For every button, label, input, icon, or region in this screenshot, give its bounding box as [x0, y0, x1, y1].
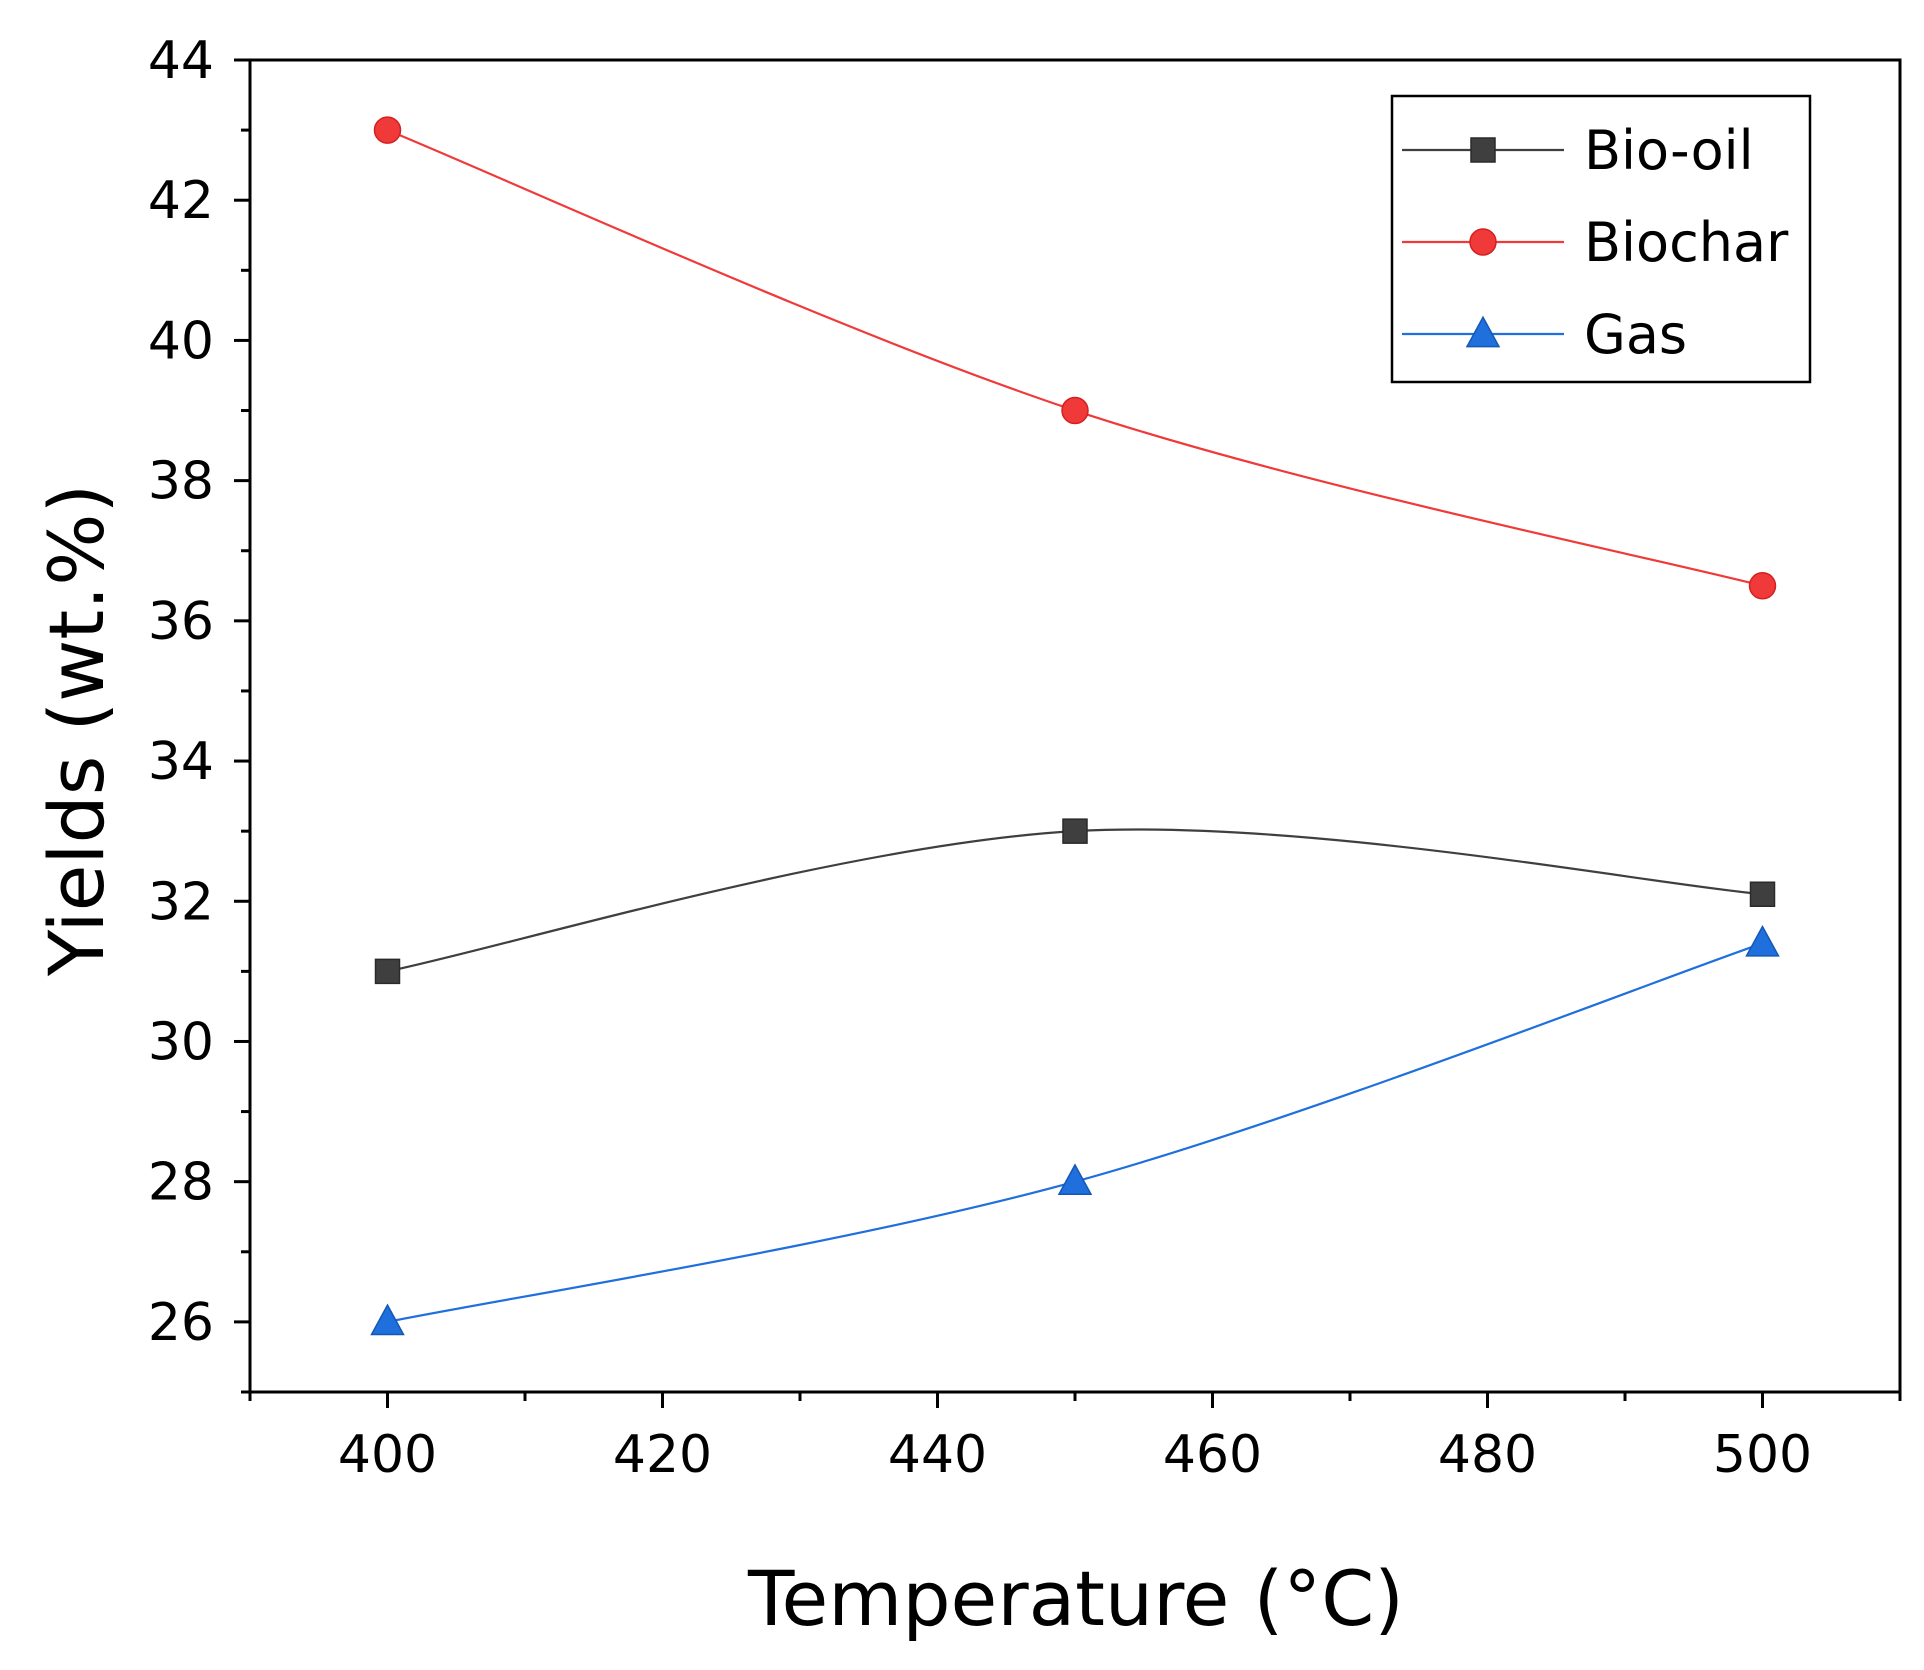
y-tick-label: 34 — [148, 732, 214, 792]
bio-oil-data-point — [1749, 881, 1776, 908]
biochar-data-point — [373, 116, 402, 144]
axes-layer: 400 420 440 460 480 500 26 28 30 32 34 36 38 40 42 44 — [148, 31, 1902, 1485]
legend-label-bio-oil: Bio-oil — [1584, 119, 1754, 182]
gas-data-point — [1057, 1163, 1093, 1196]
legend-marker-biochar — [1469, 228, 1497, 256]
gas-data-point — [1745, 924, 1780, 957]
x-tick-label: 500 — [1713, 1425, 1812, 1485]
y-tick-label: 36 — [148, 592, 214, 652]
y-tick-label: 28 — [148, 1153, 214, 1213]
biochar-data-point — [1748, 572, 1777, 600]
x-tick-label: 420 — [613, 1425, 712, 1485]
bio-oil-data-point — [374, 958, 401, 985]
y-tick-label: 42 — [148, 171, 214, 231]
y-tick-label: 38 — [148, 452, 214, 512]
biochar-data-point — [1061, 396, 1089, 425]
legend-layer: Bio-oil Biochar Gas — [1390, 94, 1812, 384]
x-tick-label: 460 — [1163, 1425, 1262, 1485]
y-tick-label: 44 — [148, 31, 214, 91]
y-axis-title: Yields (wt.%) — [32, 484, 121, 977]
legend-marker-bio-oil — [1470, 137, 1496, 163]
x-tick-label: 480 — [1438, 1425, 1537, 1485]
y-tick-label: 30 — [148, 1012, 214, 1072]
gas-series-line — [387, 942, 1763, 1323]
x-tick-label: 440 — [888, 1425, 987, 1485]
y-tick-label: 32 — [148, 872, 214, 932]
legend-label-gas: Gas — [1584, 303, 1687, 366]
legend-label-biochar: Biochar — [1584, 211, 1789, 274]
x-axis-title: Temperature (°C) — [747, 1554, 1404, 1643]
gas-data-point — [370, 1303, 405, 1336]
bio-oil-data-point — [1062, 818, 1088, 844]
bio-oil-series-line — [387, 828, 1763, 973]
series-layer — [370, 116, 1780, 1336]
y-tick-label: 26 — [148, 1293, 214, 1353]
x-tick-label: 400 — [338, 1425, 437, 1485]
y-tick-label: 40 — [148, 311, 214, 371]
legend-marker-gas — [1465, 315, 1501, 348]
